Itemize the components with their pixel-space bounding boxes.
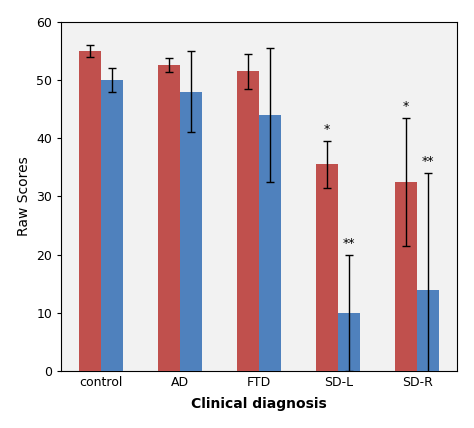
Bar	[259, 115, 282, 371]
Bar	[79, 51, 101, 371]
Bar	[338, 313, 360, 371]
Bar	[101, 80, 123, 371]
Text: **: **	[422, 155, 435, 169]
Y-axis label: Raw Scores: Raw Scores	[17, 157, 31, 236]
Bar	[316, 164, 338, 371]
X-axis label: Clinical diagnosis: Clinical diagnosis	[191, 397, 327, 411]
Bar	[180, 92, 202, 371]
Text: *: *	[403, 100, 409, 113]
Bar	[158, 65, 180, 371]
Bar	[237, 71, 259, 371]
Bar	[395, 182, 417, 371]
Text: *: *	[324, 123, 330, 137]
Text: **: **	[343, 237, 356, 250]
Bar	[417, 290, 439, 371]
